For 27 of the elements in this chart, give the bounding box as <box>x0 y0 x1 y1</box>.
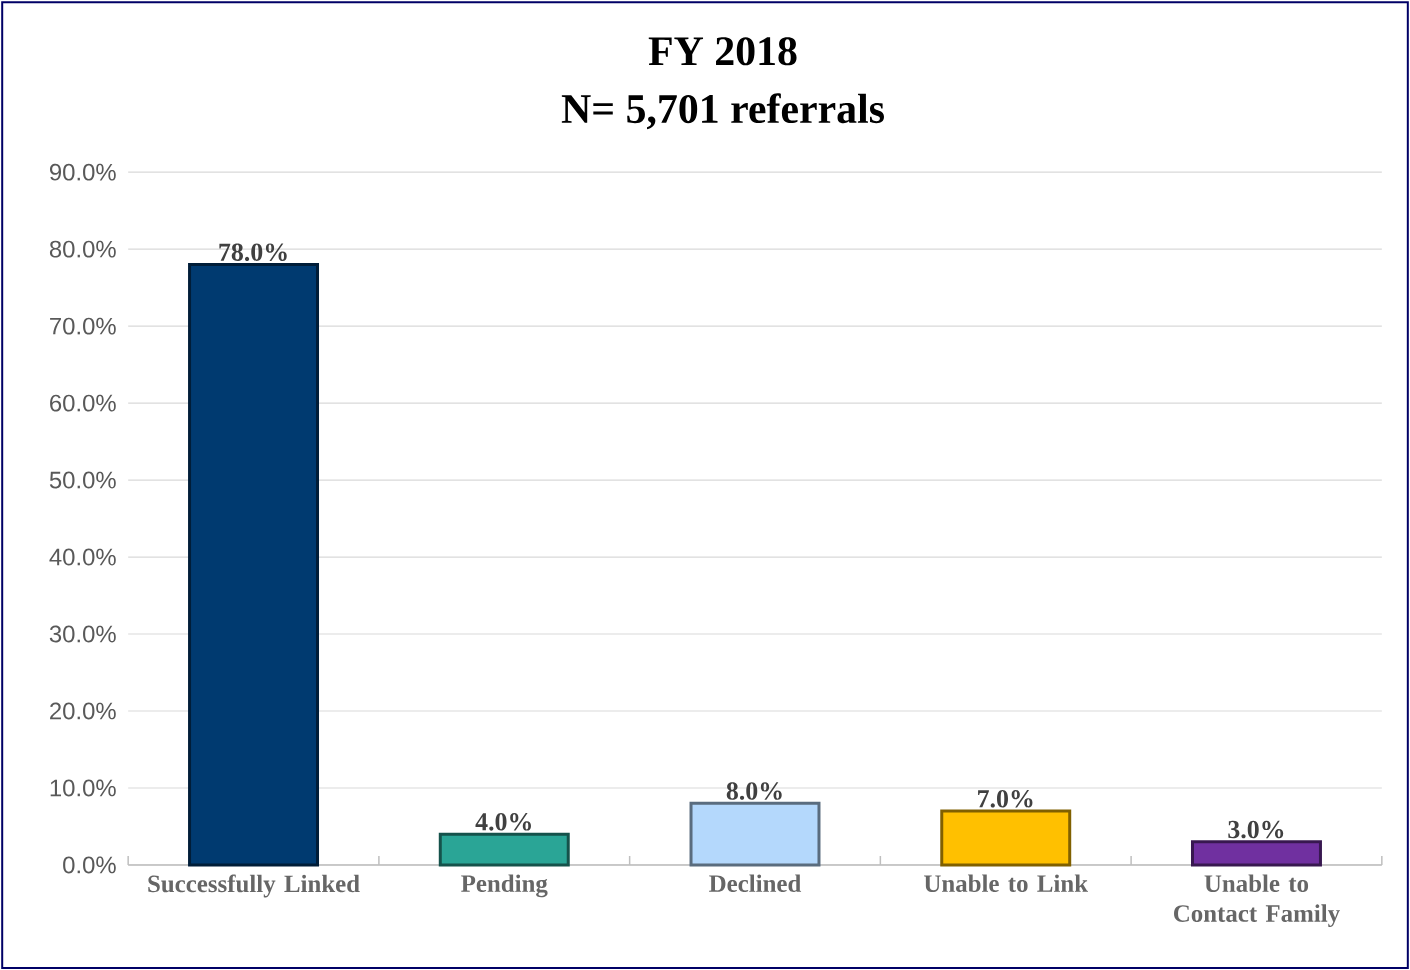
x-tick-label: Unable to Link <box>924 874 1089 892</box>
bar <box>940 809 1072 867</box>
y-tick-label: 80.0% <box>49 240 116 258</box>
y-tick-label: 50.0% <box>49 471 116 489</box>
bar <box>1190 840 1322 867</box>
x-tick-label: Successfully Linked <box>148 874 360 898</box>
chart-subtitle: N= 5,701 referrals <box>561 93 884 130</box>
bar <box>689 801 821 867</box>
y-tick-label: 70.0% <box>50 317 116 335</box>
data-label: 4.0% <box>475 812 531 831</box>
bar <box>438 832 570 867</box>
x-tick-label: Declined <box>709 874 802 892</box>
y-tick-label: 60.0% <box>50 394 116 412</box>
y-tick-label: 30.0% <box>49 625 116 643</box>
data-label: 3.0% <box>1228 820 1284 839</box>
bar <box>188 262 320 867</box>
chart-title: FY 2018 <box>648 37 797 66</box>
data-label: 78.0% <box>219 243 287 261</box>
y-tick-label: 90.0% <box>50 163 116 181</box>
data-label: 7.0% <box>978 789 1033 808</box>
y-tick-label: 0.0% <box>63 856 116 874</box>
y-tick-label: 20.0% <box>50 702 116 720</box>
y-tick-label: 40.0% <box>49 548 116 566</box>
y-tick-label: 10.0% <box>50 779 116 797</box>
x-tick-label: Pending <box>461 874 548 898</box>
data-label: 8.0% <box>726 782 782 800</box>
x-tick-label: Unable to Contact Family <box>1174 874 1340 927</box>
